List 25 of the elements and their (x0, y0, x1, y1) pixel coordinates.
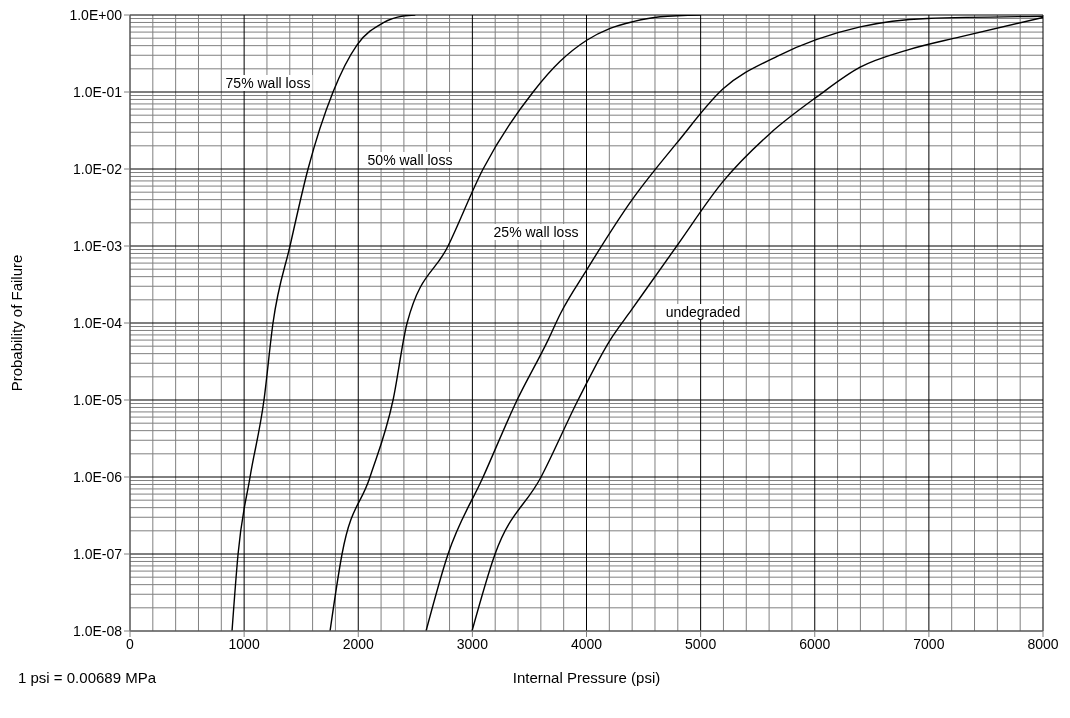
x-tick-label: 1000 (228, 635, 260, 652)
y-tick-label: 1.0E-01 (72, 83, 123, 100)
annotation: undegraded (663, 304, 743, 320)
y-tick-label: 1.0E-08 (72, 622, 123, 639)
annotation: 25% wall loss (491, 224, 581, 240)
y-axis-title: Probability of Failure (7, 254, 25, 392)
x-tick-label: 7000 (913, 635, 945, 652)
y-tick-label: 1.0E-02 (72, 160, 123, 177)
x-axis-title: Internal Pressure (psi) (512, 669, 661, 686)
annotation: 75% wall loss (223, 75, 313, 91)
x-tick-label: 3000 (456, 635, 489, 652)
x-tick-label: 8000 (1027, 635, 1059, 652)
y-tick-label: 1.0E-03 (72, 237, 123, 254)
x-tick-label: 6000 (799, 635, 831, 652)
x-tick-label: 5000 (685, 635, 717, 652)
annotation: 50% wall loss (365, 152, 455, 168)
y-tick-label: 1.0E+00 (69, 6, 123, 23)
x-tick-label: 4000 (570, 635, 603, 652)
text: 1 psi = 0.00689 MPa (18, 669, 157, 686)
y-tick-label: 1.0E-06 (72, 468, 123, 485)
x-tick-label: 0 (126, 635, 135, 652)
x-tick-label: 2000 (342, 635, 375, 652)
y-tick-label: 1.0E-07 (72, 545, 123, 562)
y-tick-label: 1.0E-05 (72, 391, 123, 408)
y-tick-label: 1.0E-04 (72, 314, 123, 331)
